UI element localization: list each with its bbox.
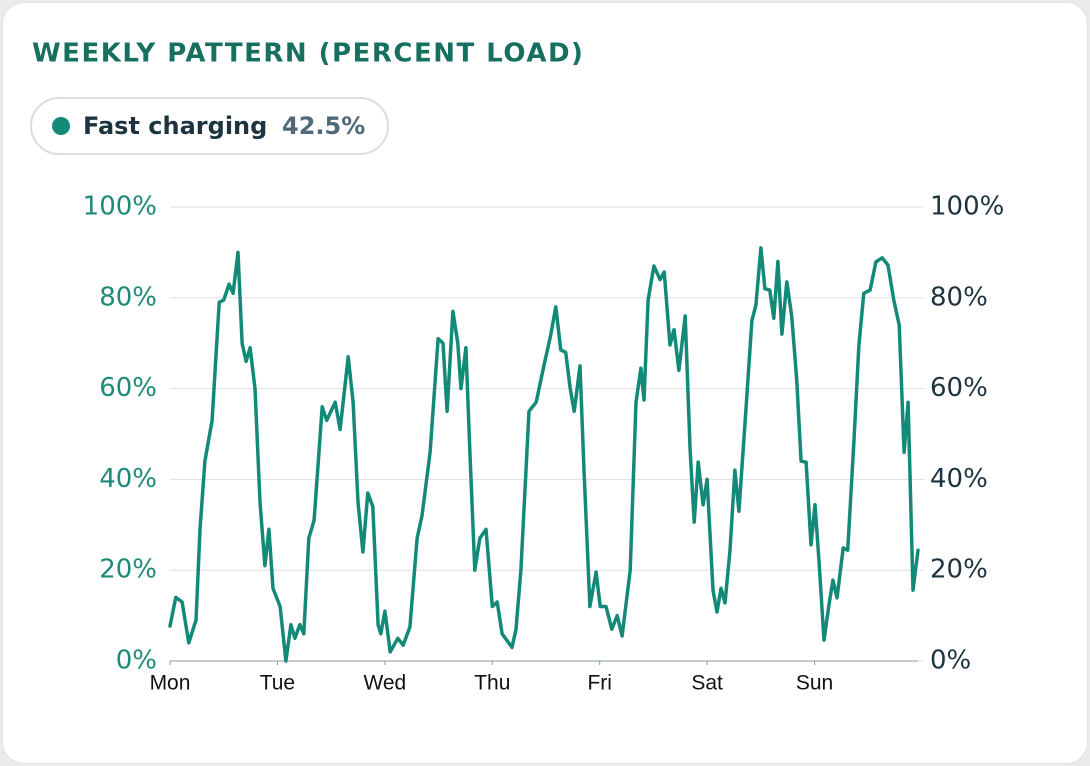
y-tick-label: 0% bbox=[116, 646, 157, 676]
y-tick-label: 40% bbox=[99, 464, 157, 494]
x-tick-label: Sun bbox=[796, 672, 833, 695]
y-tick-label: 60% bbox=[99, 373, 157, 403]
x-tick-label: Thu bbox=[474, 672, 510, 695]
y2-tick-label: 20% bbox=[930, 555, 988, 585]
y2-tick-label: 100% bbox=[930, 192, 1004, 222]
x-tick-label: Wed bbox=[363, 672, 406, 695]
y-tick-label: 20% bbox=[99, 555, 157, 585]
legend[interactable] bbox=[30, 97, 389, 155]
legend-swatch bbox=[52, 117, 70, 135]
y-tick-label: 100% bbox=[83, 192, 157, 222]
y-tick-label: 80% bbox=[99, 282, 157, 312]
x-tick-label: Mon bbox=[150, 672, 191, 695]
series-line bbox=[168, 246, 920, 663]
x-tick-label: Sat bbox=[691, 672, 723, 695]
y2-tick-label: 60% bbox=[930, 373, 988, 403]
chart-title: WEEKLY PATTERN (PERCENT LOAD) bbox=[32, 39, 584, 69]
y2-tick-label: 0% bbox=[930, 646, 971, 676]
x-tick-label: Tue bbox=[260, 672, 295, 695]
legend-label: Fast charging bbox=[83, 112, 267, 140]
y2-tick-label: 80% bbox=[930, 282, 988, 312]
x-tick-label: Fri bbox=[587, 672, 612, 695]
y2-tick-label: 40% bbox=[930, 464, 988, 494]
legend-value: 42.5% bbox=[282, 112, 365, 140]
